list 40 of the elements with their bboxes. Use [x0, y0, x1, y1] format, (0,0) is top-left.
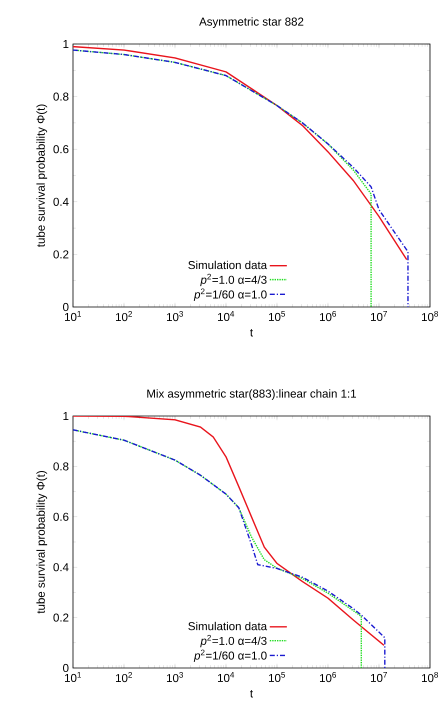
- y-tick-label: 0.6: [53, 512, 68, 521]
- legend-label: p$^{2}$=1.0 α=4/3: [200, 634, 267, 648]
- y-tick-label: 1: [63, 412, 68, 420]
- legend-label: p$^{2}$=1/60 α=1.0: [194, 288, 267, 301]
- y-tick-label: 0.2: [53, 614, 68, 622]
- x-tick-label: 10$^{8}$: [422, 672, 438, 682]
- y-tick-label: 1: [63, 40, 68, 48]
- y-tick-label: 0.4: [53, 198, 69, 206]
- y-tick-label: 0.4: [53, 563, 69, 572]
- y-tick-label: 0.8: [53, 92, 68, 101]
- y-axis-title: tube survival probability Φ(t): [36, 104, 48, 248]
- x-tick-label: 10$^{5}$: [268, 311, 286, 322]
- legend-label: p$^{2}$=1/60 α=1.0: [194, 650, 267, 662]
- x-tick-label: 10$^{3}$: [166, 672, 184, 682]
- x-axis-title: t: [250, 328, 253, 337]
- legend-label: Simulation data: [188, 260, 268, 270]
- y-tick-label: 0.6: [53, 145, 68, 154]
- x-tick-label: 10$^{7}$: [370, 311, 387, 322]
- x-tick-label: 10$^{6}$: [320, 311, 336, 322]
- x-tick-label: 10$^{7}$: [370, 672, 387, 682]
- y-axis-title: tube survival probability Φ(t): [36, 471, 48, 614]
- y-tick-label: 0: [63, 664, 69, 672]
- x-tick-label: 10$^{8}$: [422, 311, 438, 322]
- x-tick-label: 10$^{1}$: [64, 311, 81, 322]
- chart-title: Mix asymmetric star(883):linear chain 1:1: [147, 389, 356, 400]
- x-axis-title: t: [250, 690, 253, 698]
- x-tick-label: 10$^{2}$: [116, 311, 132, 322]
- x-tick-label: 10$^{5}$: [268, 672, 286, 682]
- legend-label: Simulation data: [188, 622, 268, 630]
- y-tick-label: 0.8: [53, 462, 68, 470]
- chart-title: Asymmetric star 882: [199, 17, 304, 28]
- y-tick-label: 0.2: [53, 250, 68, 258]
- x-tick-label: 10$^{2}$: [116, 672, 132, 682]
- x-tick-label: 10$^{3}$: [166, 311, 184, 322]
- y-tick-label: 0: [63, 302, 69, 312]
- x-tick-label: 10$^{1}$: [64, 672, 81, 682]
- x-tick-label: 10$^{4}$: [218, 311, 234, 322]
- x-tick-label: 10$^{6}$: [320, 672, 336, 682]
- legend-label: p$^{2}$=1.0 α=4/3: [200, 274, 267, 286]
- x-tick-label: 10$^{4}$: [218, 672, 234, 682]
